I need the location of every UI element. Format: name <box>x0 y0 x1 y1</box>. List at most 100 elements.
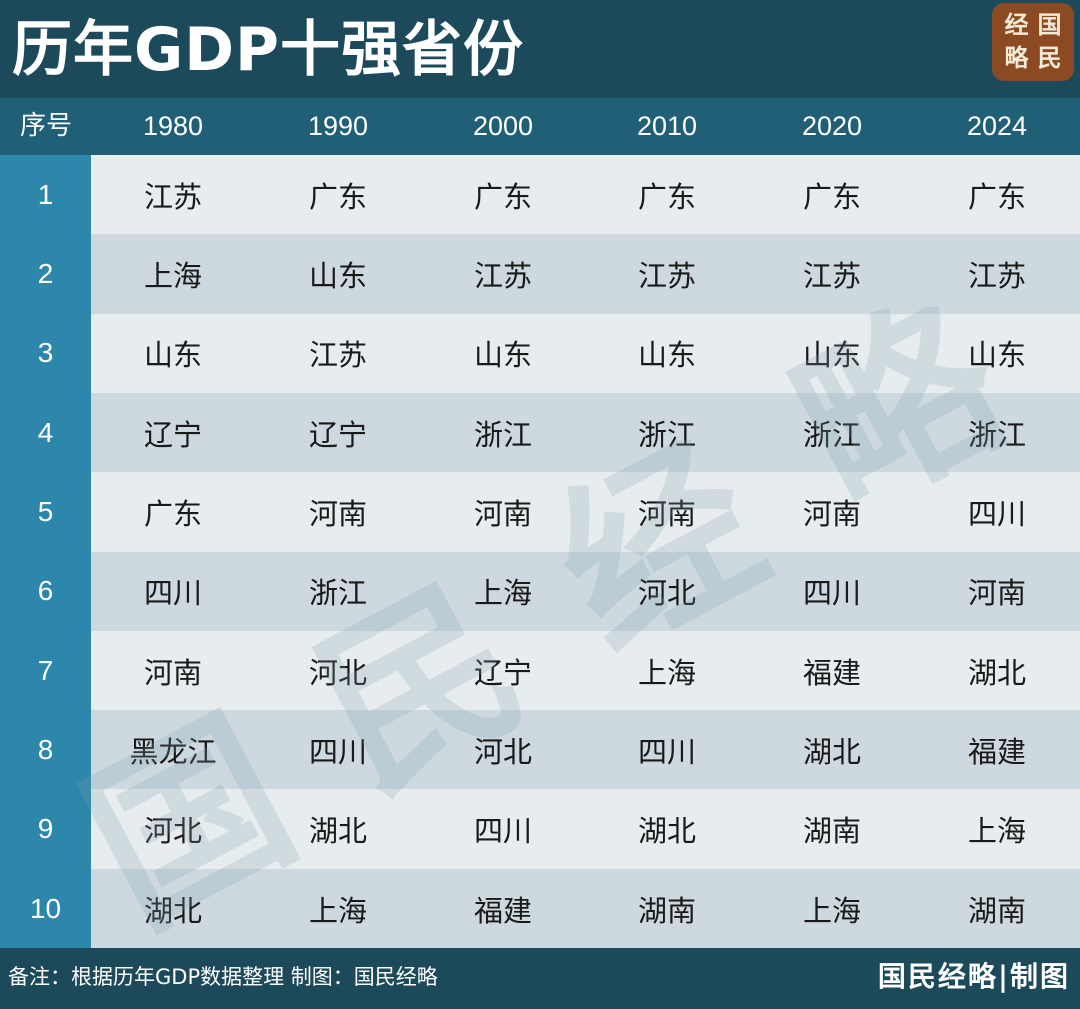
province-cell: 上海 <box>637 655 696 690</box>
province-cell: 湖北 <box>802 734 861 769</box>
province-cell: 广东 <box>308 179 367 214</box>
province-cell: 广东 <box>143 497 202 532</box>
province-cell: 福建 <box>967 734 1026 769</box>
province-cell: 上海 <box>308 893 367 928</box>
table-row: 5 广东 河南 河南 河南 河南 四川 <box>0 472 1080 552</box>
province-cell: 山东 <box>967 338 1026 373</box>
footnote: 备注：根据历年GDP数据整理 制图：国民经略 <box>8 965 438 989</box>
rank-cell: 2 <box>0 234 91 315</box>
province-cell: 湖南 <box>802 814 861 849</box>
province-cell: 河南 <box>802 497 861 532</box>
province-cell: 河南 <box>473 497 532 532</box>
province-cell: 上海 <box>967 814 1026 849</box>
table-header-row: 序号 1980 1990 2000 2010 2020 2024 <box>0 98 1080 155</box>
province-cell: 湖南 <box>637 893 696 928</box>
rank-cell: 1 <box>0 155 91 235</box>
footer-bar: 备注：根据历年GDP数据整理 制图：国民经略 国民经略|制图 <box>0 948 1080 1009</box>
province-cell: 黑龙江 <box>129 734 217 769</box>
province-cell: 辽宁 <box>143 417 202 452</box>
province-cell: 河南 <box>308 497 367 532</box>
province-cell: 河北 <box>473 734 532 769</box>
province-cell: 浙江 <box>802 417 861 452</box>
table-row: 2 上海 山东 江苏 江苏 江苏 江苏 <box>0 234 1080 315</box>
header-bar: 历年GDP十强省份 经 国 略 民 <box>0 0 1080 98</box>
province-cell: 福建 <box>802 655 861 690</box>
province-cell: 浙江 <box>967 417 1026 452</box>
brand-logo: 经 国 略 民 <box>992 3 1074 81</box>
province-cell: 福建 <box>473 893 532 928</box>
row-background <box>91 313 1080 394</box>
province-cell: 上海 <box>473 576 532 611</box>
rank-cell: 4 <box>0 392 91 473</box>
province-cell: 广东 <box>637 179 696 214</box>
province-cell: 河北 <box>143 814 202 849</box>
province-cell: 广东 <box>967 179 1026 214</box>
province-cell: 江苏 <box>308 338 367 373</box>
table-row: 7 河南 河北 辽宁 上海 福建 湖北 <box>0 630 1080 711</box>
province-cell: 河南 <box>143 655 202 690</box>
table-row: 4 辽宁 辽宁 浙江 浙江 浙江 浙江 <box>0 392 1080 473</box>
column-header-year: 1980 <box>142 111 204 141</box>
province-cell: 湖北 <box>143 893 202 928</box>
table-row: 3 山东 江苏 山东 山东 山东 山东 <box>0 313 1080 394</box>
province-cell: 浙江 <box>308 576 367 611</box>
column-header-year: 1990 <box>307 111 369 141</box>
logo-char: 略 <box>1004 43 1029 72</box>
rank-cell: 6 <box>0 551 91 632</box>
rank-cell: 3 <box>0 313 91 394</box>
table-row: 9 河北 湖北 四川 湖北 湖南 上海 <box>0 789 1080 870</box>
province-cell: 广东 <box>473 179 532 214</box>
table-body: 1 江苏 广东 广东 广东 广东 广东 2 上海 山东 江苏 江苏 江苏 江苏 3 山东 江苏 山东 山东 山东 山东 4… <box>0 155 1080 949</box>
rank-cell: 5 <box>0 472 91 552</box>
province-cell: 江苏 <box>143 179 202 214</box>
table-row: 1 江苏 广东 广东 广东 广东 广东 <box>0 155 1080 235</box>
logo-char: 民 <box>1037 43 1062 72</box>
rank-cell: 10 <box>0 868 91 949</box>
row-background <box>91 630 1080 711</box>
province-cell: 四川 <box>802 576 861 611</box>
province-cell: 上海 <box>802 893 861 928</box>
rank-cell: 9 <box>0 789 91 870</box>
rank-cell: 8 <box>0 710 91 790</box>
province-cell: 河北 <box>308 655 367 690</box>
province-cell: 江苏 <box>967 259 1026 294</box>
province-cell: 山东 <box>637 338 696 373</box>
row-background <box>91 710 1080 790</box>
province-cell: 浙江 <box>473 417 532 452</box>
province-cell: 辽宁 <box>308 417 367 452</box>
province-cell: 江苏 <box>473 259 532 294</box>
row-background <box>91 551 1080 632</box>
province-cell: 河南 <box>637 497 696 532</box>
province-cell: 四川 <box>473 814 532 849</box>
province-cell: 四川 <box>637 734 696 769</box>
row-background <box>91 392 1080 473</box>
province-cell: 浙江 <box>637 417 696 452</box>
row-background <box>91 155 1080 235</box>
table-row: 6 四川 浙江 上海 河北 四川 河南 <box>0 551 1080 632</box>
row-background <box>91 472 1080 552</box>
page-title: 历年GDP十强省份 <box>12 15 525 85</box>
province-cell: 山东 <box>473 338 532 373</box>
province-cell: 河南 <box>967 576 1026 611</box>
province-cell: 湖北 <box>637 814 696 849</box>
province-cell: 江苏 <box>637 259 696 294</box>
credit-label: 国民经略|制图 <box>877 960 1070 993</box>
province-cell: 四川 <box>308 734 367 769</box>
province-cell: 湖南 <box>967 893 1026 928</box>
row-background <box>91 234 1080 315</box>
column-header-rank: 序号 <box>19 111 72 141</box>
province-cell: 辽宁 <box>473 655 532 690</box>
row-background <box>91 868 1080 949</box>
province-cell: 四川 <box>967 497 1026 532</box>
province-cell: 山东 <box>802 338 861 373</box>
rank-cell: 7 <box>0 630 91 711</box>
column-header-year: 2024 <box>966 111 1028 141</box>
table-row: 8 黑龙江 四川 河北 四川 湖北 福建 <box>0 710 1080 790</box>
column-header-year: 2000 <box>472 111 534 141</box>
logo-char: 经 <box>1004 10 1029 39</box>
province-cell: 湖北 <box>967 655 1026 690</box>
province-cell: 湖北 <box>308 814 367 849</box>
province-cell: 四川 <box>143 576 202 611</box>
province-cell: 江苏 <box>802 259 861 294</box>
province-cell: 山东 <box>143 338 202 373</box>
